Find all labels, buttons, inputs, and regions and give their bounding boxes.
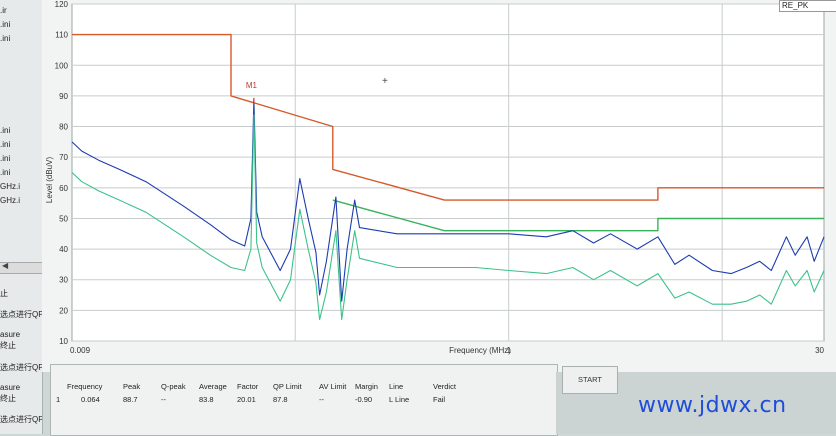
- y-tick-label: 90: [59, 92, 68, 101]
- col-av-limit: AV Limit: [319, 382, 347, 391]
- x-tick-label: 30: [815, 346, 824, 355]
- x-tick-label: 0.009: [70, 346, 91, 355]
- y-tick-label: 10: [59, 337, 68, 346]
- y-tick-label: 40: [59, 245, 68, 254]
- col-factor: Factor: [237, 382, 259, 391]
- col-average: Average: [199, 382, 227, 391]
- cell-qp-limit: 87.8: [273, 395, 288, 404]
- cell-av-limit: --: [319, 395, 324, 404]
- file-list-item[interactable]: GHz.i: [0, 196, 20, 205]
- x-tick-label: 1: [506, 346, 511, 355]
- cell-margin: -0.90: [355, 395, 373, 404]
- col-margin: Margin: [355, 382, 378, 391]
- file-list-panel: .ir .ini .ini .ini .ini .ini .ini GHz.i …: [0, 0, 43, 434]
- marker-label: M1: [246, 81, 258, 90]
- menu-item[interactable]: asure: [0, 330, 21, 339]
- col-frequency: Frequency: [67, 382, 103, 391]
- y-axis-label: Level (dBuV): [45, 157, 54, 204]
- menu-item[interactable]: 终止: [0, 341, 16, 350]
- horizontal-scrollbar[interactable]: ◀: [0, 261, 42, 274]
- y-tick-label: 60: [59, 184, 68, 193]
- cell-average: 83.8: [199, 395, 214, 404]
- cell-frequency: 0.064: [81, 395, 100, 404]
- col-verdict: Verdict: [433, 382, 456, 391]
- y-tick-label: 50: [59, 214, 68, 223]
- y-tick-label: 110: [55, 31, 68, 40]
- y-tick-label: 120: [55, 0, 69, 9]
- file-list-item[interactable]: GHz.i: [0, 182, 20, 191]
- cell-index: 1: [56, 395, 61, 404]
- series-av-limit: [332, 199, 824, 232]
- menu-item[interactable]: 终止: [0, 394, 16, 403]
- cell-peak: 88.7: [123, 395, 138, 404]
- cell-qpeak: --: [161, 395, 166, 404]
- file-list-item[interactable]: .ir: [0, 6, 7, 15]
- cell-factor: 20.01: [237, 395, 256, 404]
- menu-item[interactable]: asure: [0, 383, 21, 392]
- y-tick-label: 80: [59, 123, 68, 132]
- cell-line: L Line: [389, 395, 410, 404]
- watermark-text: www.jdwx.cn: [638, 393, 787, 418]
- tick-labels: 10 20 30 40 50 60 70 80 90 100 110 120 0.009 1 30: [55, 0, 825, 355]
- results-table: Frequency Peak Q-peak Average Factor QP …: [50, 364, 558, 436]
- col-line: Line: [389, 382, 404, 391]
- menu-item[interactable]: 选点进行QP/: [0, 310, 42, 319]
- y-tick-label: 70: [59, 153, 68, 162]
- crosshair-icon: +: [382, 76, 388, 87]
- cell-verdict: Fail: [433, 395, 446, 404]
- series-qp-limit: [72, 33, 824, 201]
- col-qpeak: Q-peak: [161, 382, 186, 391]
- y-tick-label: 100: [55, 61, 69, 70]
- plot-area: [71, 3, 825, 342]
- start-button[interactable]: START: [562, 366, 618, 394]
- file-list-item[interactable]: .ini: [0, 168, 11, 177]
- menu-item[interactable]: 选点进行QP/: [0, 363, 42, 372]
- file-list-item[interactable]: .ini: [0, 126, 11, 135]
- series-layer: M1: [71, 33, 825, 321]
- menu-item[interactable]: 止: [0, 289, 8, 298]
- file-list-item[interactable]: .ini: [0, 154, 11, 163]
- scroll-left-icon[interactable]: ◀: [2, 261, 9, 270]
- y-tick-label: 20: [59, 306, 68, 315]
- menu-item[interactable]: 选点进行QP/: [0, 415, 42, 424]
- chart-svg: M1 10 20 30 40 50 60 70 80 90 100 110 120 0.009 1 30 L…: [45, 0, 825, 355]
- file-list-item[interactable]: .ini: [0, 34, 11, 43]
- table-row[interactable]: 1 0.064 88.7 -- 83.8 20.01 87.8 -- -0.90…: [51, 395, 557, 407]
- trace-select[interactable]: RE_PK: [779, 0, 836, 12]
- y-tick-label: 30: [59, 276, 68, 285]
- series-peak: [71, 99, 825, 302]
- emission-chart: M1 10 20 30 40 50 60 70 80 90 100 110 120 0.009 1 30 L…: [42, 0, 836, 372]
- file-list-item[interactable]: .ini: [0, 140, 11, 149]
- file-list-item[interactable]: .ini: [0, 20, 11, 29]
- col-peak: Peak: [123, 382, 141, 391]
- x-axis-label: Frequency (MHz): [449, 346, 511, 355]
- results-header-row: Frequency Peak Q-peak Average Factor QP …: [51, 382, 557, 394]
- col-qp-limit: QP Limit: [273, 382, 302, 391]
- series-average: [71, 114, 825, 321]
